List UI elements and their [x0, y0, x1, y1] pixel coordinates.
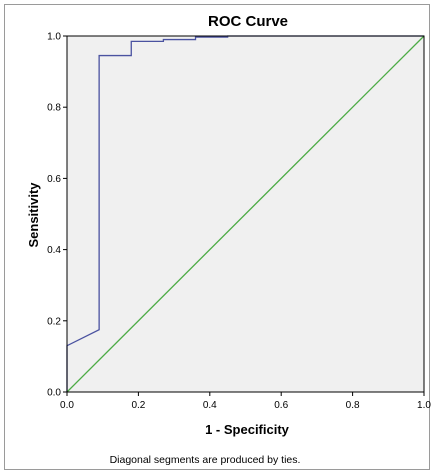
- y-tick-label: 0.0: [47, 388, 61, 399]
- x-tick-label: 0.8: [346, 400, 360, 411]
- x-tick-label: 0.4: [203, 400, 217, 411]
- y-axis-label: Sensitivity: [26, 182, 41, 248]
- y-tick-label: 0.2: [47, 316, 61, 327]
- y-tick-label: 0.6: [47, 174, 61, 185]
- y-tick-label: 0.4: [47, 245, 61, 256]
- chart-title: ROC Curve: [208, 13, 288, 30]
- x-tick-label: 0.2: [131, 400, 145, 411]
- x-tick-label: 1.0: [417, 400, 431, 411]
- y-tick-label: 0.8: [47, 103, 61, 114]
- x-tick-label: 0.6: [274, 400, 288, 411]
- x-tick-label: 0.0: [60, 400, 74, 411]
- footnote: Diagonal segments are produced by ties.: [110, 454, 301, 466]
- y-tick-label: 1.0: [47, 32, 61, 43]
- x-axis-label: 1 - Specificity: [205, 422, 290, 437]
